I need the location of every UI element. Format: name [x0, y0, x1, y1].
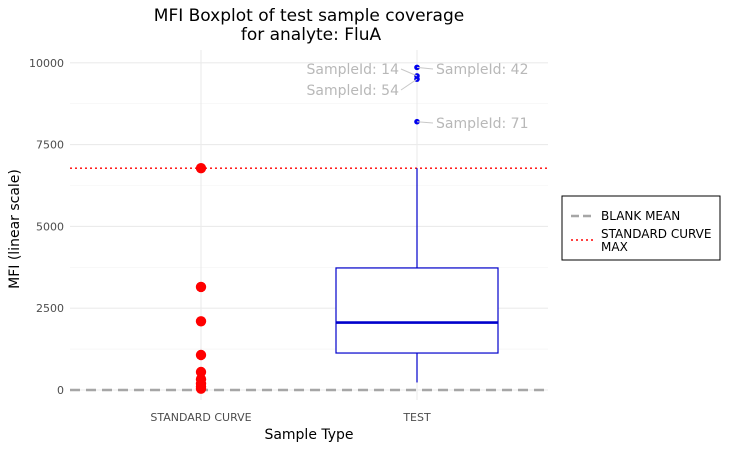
chart-title-line-1: MFI Boxplot of test sample coverage: [154, 6, 464, 26]
legend-label-blank-mean: BLANK MEAN: [601, 209, 680, 223]
test-boxplot: [335, 168, 499, 383]
annotation-leader-line: [416, 121, 434, 124]
outlier-label: SampleId: 71: [436, 116, 529, 132]
legend: BLANK MEAN STANDARD CURVE MAX: [561, 195, 721, 261]
legend-label-standard-curve-max-line-1: STANDARD CURVE: [601, 227, 711, 241]
standard-curve-point: [195, 383, 207, 394]
points-layer: [195, 64, 420, 394]
chart-title-line-2: for analyte: FluA: [241, 25, 382, 45]
annotation-leader-line: [400, 68, 418, 77]
standard-curve-point: [195, 349, 207, 361]
x-tick-label: TEST: [402, 411, 431, 424]
y-axis-title: MFI (linear scale): [7, 169, 23, 289]
y-tick-label: 0: [57, 384, 64, 397]
grid-layer: [70, 50, 548, 400]
standard-curve-point: [195, 162, 207, 174]
x-tick-label: STANDARD CURVE: [150, 411, 251, 424]
standard-curve-point: [195, 281, 207, 293]
legend-box: [561, 195, 721, 261]
axes-layer: 0 2500 5000 7500 10000 STANDARD CURVE TEST: [29, 57, 431, 424]
standard-curve-point: [195, 316, 207, 327]
legend-label-standard-curve-max-line-2: MAX: [601, 240, 628, 254]
standard-curve-point: [195, 366, 207, 378]
outlier-annotations-layer: SampleId: 42 SampleId: 14 SampleId: 54 Samp…: [307, 62, 529, 132]
y-tick-label: 2500: [36, 302, 64, 315]
annotation-leader-line: [416, 66, 434, 70]
iqr-box: [335, 267, 499, 354]
x-axis-title: Sample Type: [264, 427, 353, 443]
y-tick-label: 5000: [36, 220, 64, 233]
outlier-label: SampleId: 42: [436, 62, 529, 78]
annotation-leader-line: [400, 78, 418, 91]
y-tick-label: 10000: [29, 57, 64, 70]
y-tick-label: 7500: [36, 139, 64, 152]
outlier-label: SampleId: 54: [307, 83, 400, 99]
outlier-label: SampleId: 14: [307, 62, 400, 78]
